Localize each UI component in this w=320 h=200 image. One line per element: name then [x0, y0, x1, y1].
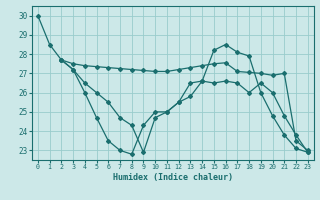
- X-axis label: Humidex (Indice chaleur): Humidex (Indice chaleur): [113, 173, 233, 182]
